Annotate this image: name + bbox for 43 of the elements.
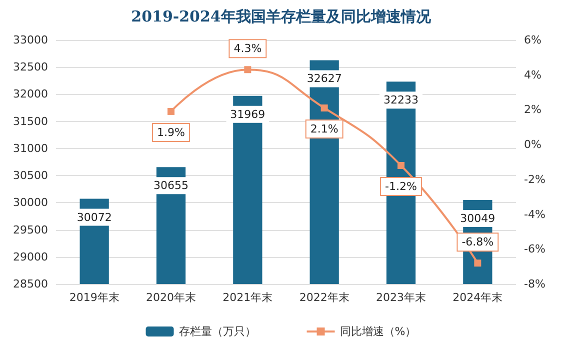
y-tick-label: 30500 [13, 169, 48, 182]
data-label: 30072 [76, 210, 112, 224]
chart-title: 2019-2024年我国羊存栏量及同比增速情况 [131, 8, 432, 26]
y-tick-label: 29500 [13, 223, 48, 236]
point [168, 108, 174, 115]
legend-label: 存栏量（万只） [178, 325, 256, 338]
y2-tick-label: -4% [524, 208, 546, 221]
y-tick-label: 28500 [13, 278, 48, 290]
y2-tick-label: -2% [524, 172, 546, 186]
y-tick-label: 30000 [13, 196, 48, 210]
y2-tick-label: 4% [524, 68, 542, 82]
x-tick-label: 2020年末 [146, 291, 196, 304]
y2-tick-label: 0% [524, 138, 542, 152]
point [474, 260, 482, 267]
data-label: 31969 [230, 108, 266, 121]
point [320, 104, 328, 112]
data-label: 1.9% [157, 126, 185, 139]
legend-label: 同比增速（%） [340, 325, 416, 338]
data-label: 30049 [460, 212, 496, 226]
data-label: -6.8% [462, 236, 494, 249]
y-tick-label: 32500 [13, 60, 48, 74]
y-tick-label: 33000 [13, 34, 48, 46]
y2-tick-label: -8% [524, 278, 546, 290]
y2-tick-label: 6% [524, 34, 542, 46]
y-tick-label: 32000 [13, 88, 48, 101]
x-tick-label: 2021年末 [222, 291, 273, 304]
x-tick-label: 2022年末 [299, 291, 350, 304]
y-tick-label: 29000 [13, 250, 48, 264]
data-label: 32627 [306, 72, 342, 86]
y-tick-label: 31500 [13, 114, 48, 128]
point [244, 66, 252, 74]
x-tick-label: 2024年末 [452, 291, 503, 304]
x-tick-label: 2019年末 [69, 291, 120, 304]
y-tick-label: 31000 [13, 142, 48, 155]
data-label: 30655 [154, 179, 188, 192]
x-tick-label: 2023年末 [376, 291, 426, 304]
data-label: 4.3% [234, 42, 262, 56]
y2-tick-label: 2% [524, 103, 542, 116]
data-label: -1.2% [385, 180, 417, 193]
point [398, 162, 404, 169]
data-label: 2.1% [310, 122, 338, 136]
data-label: 32233 [384, 94, 418, 107]
y2-tick-label: -6% [524, 242, 546, 256]
